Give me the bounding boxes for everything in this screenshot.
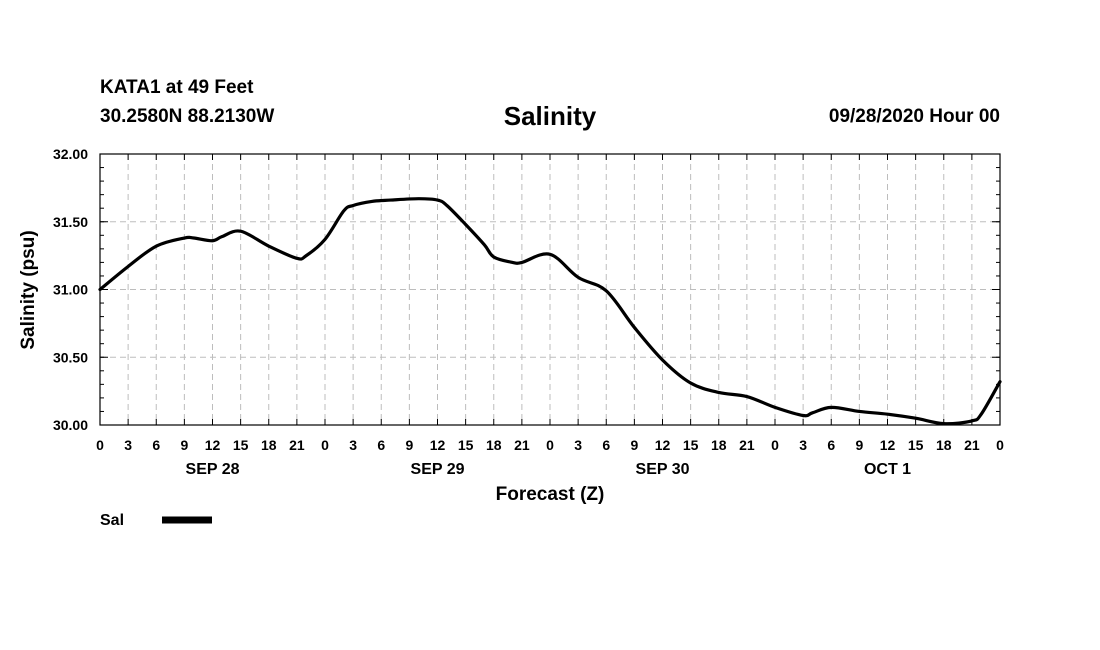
x-tick-label: 0 [321, 437, 329, 453]
x-tick-label: 9 [855, 437, 863, 453]
x-tick-label: 15 [908, 437, 924, 453]
y-tick-label: 31.00 [53, 282, 88, 298]
x-tick-label: 6 [602, 437, 610, 453]
x-tick-label: 12 [430, 437, 446, 453]
date-label: SEP 30 [636, 461, 690, 478]
x-tick-label: 6 [827, 437, 835, 453]
x-tick-label: 15 [683, 437, 699, 453]
x-tick-label: 21 [514, 437, 530, 453]
x-tick-label: 12 [880, 437, 896, 453]
series-line-sal [98, 197, 1002, 426]
date-label: SEP 29 [411, 461, 465, 478]
x-tick-label: 18 [486, 437, 502, 453]
y-tick-label: 31.50 [53, 214, 88, 230]
x-tick-label: 0 [996, 437, 1004, 453]
x-tick-label: 3 [124, 437, 132, 453]
x-tick-label: 18 [711, 437, 727, 453]
x-tick-label: 6 [152, 437, 160, 453]
x-tick-label: 0 [546, 437, 554, 453]
station-label: KATA1 at 49 Feet [100, 77, 254, 98]
date-label: OCT 1 [864, 461, 911, 478]
y-tick-label: 32.00 [53, 146, 88, 162]
x-tick-label: 6 [377, 437, 385, 453]
grid-lines [100, 154, 1000, 425]
y-axis-title: Salinity (psu) [18, 230, 39, 349]
x-tick-label: 15 [458, 437, 474, 453]
x-tick-label: 12 [205, 437, 221, 453]
x-tick-label: 21 [289, 437, 305, 453]
x-tick-label: 18 [936, 437, 952, 453]
x-tick-label: 12 [655, 437, 671, 453]
axis-ticks [99, 153, 1001, 426]
coordinates-label: 30.2580N 88.2130W [100, 106, 275, 127]
x-tick-label: 9 [180, 437, 188, 453]
x-tick-label: 9 [405, 437, 413, 453]
y-tick-label: 30.00 [53, 417, 88, 433]
legend-label: Sal [100, 512, 124, 529]
x-tick-label: 9 [630, 437, 638, 453]
date-label: SEP 28 [186, 461, 240, 478]
axis-labels: 0 3 6 9 12 15 18 21 0 3 6 9 12 15 18 21 0 3 6 9 12 15 18 21 0 3 6 9… [53, 146, 1004, 478]
x-tick-label: 0 [771, 437, 779, 453]
run-time-label: 09/28/2020 Hour 00 [828, 106, 1000, 127]
x-tick-label: 3 [349, 437, 357, 453]
x-tick-label: 21 [739, 437, 755, 453]
y-tick-label: 30.50 [53, 349, 88, 365]
x-tick-label: 21 [964, 437, 980, 453]
x-tick-label: 15 [233, 437, 249, 453]
x-tick-label: 3 [574, 437, 582, 453]
x-tick-label: 0 [96, 437, 104, 453]
x-tick-label: 3 [799, 437, 807, 453]
x-axis-title: Forecast (Z) [496, 484, 605, 505]
chart-title: Salinity [503, 101, 597, 131]
x-tick-label: 18 [261, 437, 277, 453]
